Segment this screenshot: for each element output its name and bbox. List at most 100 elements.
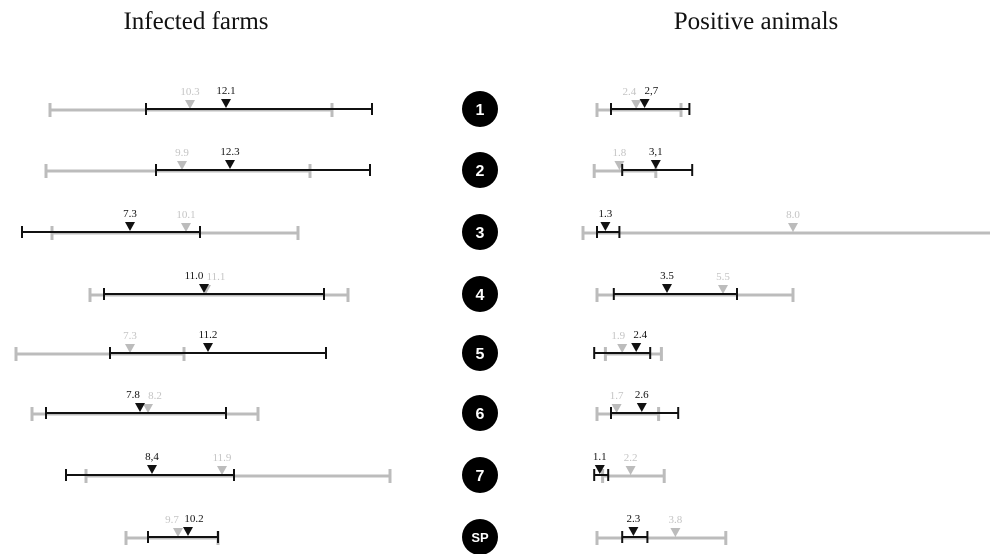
p1-row-7-secondary-marker (670, 528, 681, 537)
p0-row-0-primary-marker (221, 99, 231, 108)
p1-row-0-primary-marker (639, 99, 650, 108)
p0-row-5-primary: 7.8 (45, 389, 227, 419)
p1-row-3-primary-marker (662, 284, 672, 293)
p1-row-2-primary-marker (600, 222, 611, 231)
p1-row-1-secondary-label: 1.8 (613, 147, 627, 159)
p0-row-7-primary-marker (183, 527, 193, 536)
p0-row-6-primary-label: 8,4 (145, 451, 159, 463)
p1-row-5-secondary: 1.7 (595, 390, 661, 421)
p1-row-4-secondary-marker (617, 344, 628, 353)
p0-row-5-secondary-marker (143, 404, 153, 413)
p0-row-5-secondary: 8.2 (30, 390, 260, 421)
p1-row-0-primary-label: 2,7 (645, 85, 659, 97)
p0-row-2-secondary-label: 10.1 (176, 209, 195, 221)
p0-row-7-secondary-marker (173, 528, 183, 537)
row-badge-label: 4 (476, 287, 485, 304)
row-badge-label: 2 (476, 163, 485, 180)
row-badge-circle (462, 214, 498, 250)
p0-row-3-secondary: 11.1 (88, 271, 350, 302)
row-badge-circle (462, 519, 498, 554)
p1-row-1-primary-marker (650, 160, 661, 169)
p1-row-2-primary: 1.3 (596, 208, 621, 238)
row-badge-5: 5 (462, 335, 498, 371)
row-badge-circle (462, 152, 498, 188)
panel-positive-animals: Positive animals 2.4 2,7 1.8 3,1 8.0 1.3 5.5 3.… (581, 8, 990, 545)
p1-row-1-primary-label: 3,1 (649, 146, 663, 158)
row-badge-4: 4 (462, 276, 498, 312)
row-badge-circle (462, 91, 498, 127)
row-badge-circle (462, 276, 498, 312)
p1-row-4-secondary-label: 1.9 (611, 330, 625, 342)
p1-row-3-primary: 3.5 (612, 270, 738, 300)
p0-row-2-primary-label: 7.3 (123, 208, 137, 220)
p0-row-2-primary-marker (125, 222, 135, 231)
p0-row-1-primary-marker (225, 160, 235, 169)
p1-row-5-secondary-marker (611, 404, 622, 413)
p0-row-3-secondary-label: 11.1 (207, 271, 226, 283)
p1-row-1-secondary-marker (614, 161, 625, 170)
p1-row-1-secondary: 1.8 (592, 147, 658, 178)
p1-row-7-primary-marker (628, 527, 639, 536)
p1-row-7-primary: 2.3 (621, 513, 649, 543)
row-badge-6: 6 (462, 395, 498, 431)
p1-row-2-secondary-marker (788, 223, 798, 232)
p0-row-3-primary-marker (199, 284, 209, 293)
panel-title-infected-farms: Infected farms (123, 8, 268, 35)
p1-row-5-secondary-label: 1.7 (610, 390, 624, 402)
row-badges: 1 2 3 4 5 6 7 SP (462, 91, 498, 554)
p0-row-1-primary-label: 12.3 (220, 146, 240, 158)
p1-row-1-primary: 3,1 (621, 146, 694, 176)
row-badge-circle (462, 457, 498, 493)
p0-row-4-secondary-label: 7.3 (123, 330, 137, 342)
row-badge-circle (462, 335, 498, 371)
row-badge-2: 2 (462, 152, 498, 188)
p0-row-5-secondary-label: 8.2 (148, 390, 162, 402)
p1-row-5-primary-marker (636, 403, 647, 412)
p1-row-7-secondary-label: 3.8 (669, 514, 683, 526)
p1-row-3-primary-label: 3.5 (660, 270, 674, 282)
p0-row-5-primary-marker (135, 403, 145, 412)
p0-row-1-secondary-label: 9.9 (175, 147, 189, 159)
p1-row-5-primary-label: 2.6 (635, 389, 649, 401)
row-badge-label: 6 (476, 406, 485, 423)
p1-row-0-secondary-label: 2.4 (623, 86, 637, 98)
p0-row-7-secondary-label: 9.7 (165, 514, 179, 526)
p0-row-2-secondary: 10.1 (50, 209, 300, 240)
p1-row-2-secondary-label: 8.0 (786, 209, 800, 221)
p0-row-2-primary: 7.3 (21, 208, 201, 238)
p0-row-4-primary-label: 11.2 (199, 329, 218, 341)
p0-row-4-secondary-marker (125, 344, 135, 353)
p1-row-4-primary: 2.4 (593, 329, 652, 359)
p0-row-6-secondary-marker (217, 466, 227, 475)
p0-row-4-primary-marker (203, 343, 213, 352)
p0-row-1-primary: 12.3 (155, 146, 371, 176)
p0-row-7-primary-label: 10.2 (184, 513, 203, 525)
p0-row-3-primary: 11.0 (103, 270, 325, 300)
p1-row-6-secondary: 2.2 (601, 452, 666, 483)
row-badge-3: 3 (462, 214, 498, 250)
row-badge-7: 7 (462, 457, 498, 493)
p1-row-6-primary-label: 1.1 (593, 451, 607, 463)
p1-row-3-secondary-label: 5.5 (716, 271, 730, 283)
p0-row-0-primary: 12.1 (145, 85, 373, 115)
panel-infected-farms: Infected farms 10.3 12.1 9.9 12.3 10.1 7.3 11.… (14, 8, 392, 545)
p0-row-6-secondary-label: 11.9 (213, 452, 232, 464)
p0-row-7-secondary: 9.7 (124, 514, 220, 545)
row-badge-SP: SP (462, 519, 498, 554)
p1-row-7-primary-label: 2.3 (627, 513, 641, 525)
p0-row-4-primary: 11.2 (109, 329, 327, 359)
panel-title-positive-animals: Positive animals (674, 8, 839, 35)
p0-row-6-primary-marker (147, 465, 157, 474)
p1-row-0-secondary: 2.4 (595, 86, 683, 117)
p0-row-2-secondary-marker (181, 223, 191, 232)
p1-row-6-secondary-marker (625, 466, 636, 475)
p0-row-1-secondary-marker (177, 161, 187, 170)
row-badge-circle (462, 395, 498, 431)
row-badge-label: 7 (476, 468, 485, 485)
p1-row-6-primary: 1.1 (593, 451, 610, 481)
p1-row-0-primary: 2,7 (610, 85, 691, 115)
p1-row-6-primary-marker (594, 465, 605, 474)
row-badge-1: 1 (462, 91, 498, 127)
p0-row-1-secondary: 9.9 (44, 147, 312, 178)
